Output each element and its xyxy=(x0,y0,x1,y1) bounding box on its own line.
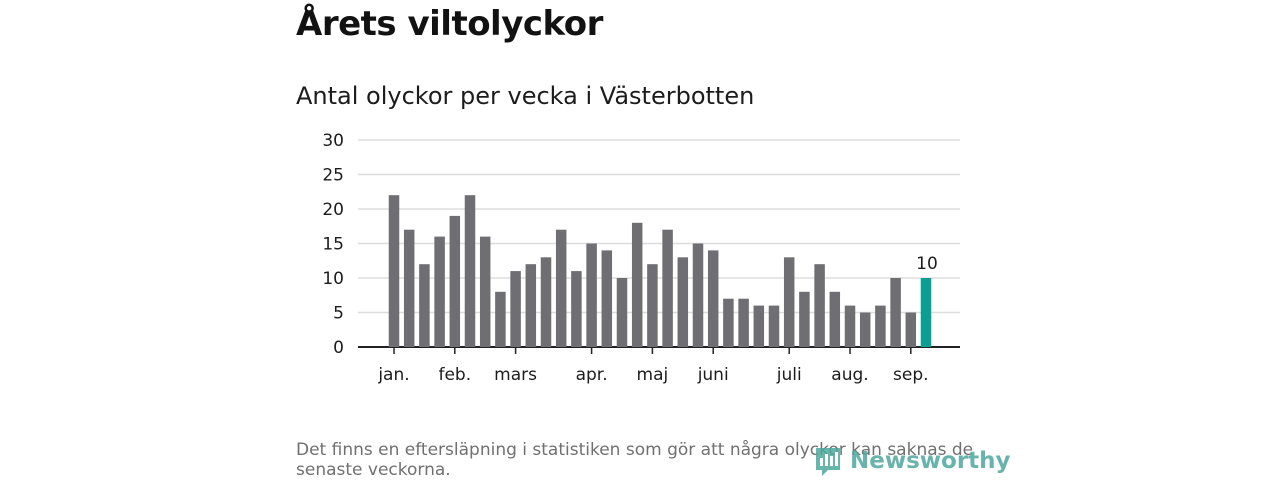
bar xyxy=(479,236,491,347)
bar xyxy=(662,229,673,347)
last-value-label: 10 xyxy=(916,254,938,274)
data-labels: 10 xyxy=(916,254,938,274)
bar xyxy=(783,257,795,347)
bar xyxy=(814,264,825,347)
y-tick-label: 25 xyxy=(322,166,344,186)
y-tick-label: 0 xyxy=(333,338,344,358)
x-tick-label: feb. xyxy=(438,365,471,385)
bar xyxy=(510,271,521,347)
x-tick-label: sep. xyxy=(893,365,929,385)
bar xyxy=(707,250,719,347)
x-axis-ticks: jan. feb. mars apr. maj juni juli aug. sep. xyxy=(377,347,929,385)
bar xyxy=(905,312,917,347)
x-tick-label: juli xyxy=(776,365,802,385)
bar xyxy=(859,312,871,347)
x-tick-label: maj xyxy=(637,365,669,385)
bar xyxy=(555,229,567,347)
newsworthy-logo: Newsworthy xyxy=(814,444,1011,478)
bar xyxy=(571,271,582,347)
bar xyxy=(844,305,856,347)
y-tick-label: 10 xyxy=(322,269,344,289)
page-title: Årets viltolyckor xyxy=(296,4,603,44)
bar xyxy=(890,278,901,347)
footnote: Det finns en eftersläpning i statistiken… xyxy=(296,440,974,480)
x-tick-label: juni xyxy=(697,365,729,385)
bar xyxy=(601,250,613,347)
bar xyxy=(616,278,628,347)
x-tick-label: apr. xyxy=(576,365,608,385)
bar xyxy=(403,229,415,347)
y-tick-label: 30 xyxy=(322,131,344,151)
bar xyxy=(768,305,780,347)
x-tick-label: jan. xyxy=(377,365,409,385)
bar xyxy=(875,305,886,347)
bar xyxy=(631,222,643,347)
bar xyxy=(419,264,430,347)
bar xyxy=(586,243,597,347)
y-tick-label: 20 xyxy=(322,200,344,220)
y-tick-label: 5 xyxy=(333,304,344,324)
bar xyxy=(388,195,400,347)
chart-subtitle: Antal olyckor per vecka i Västerbotten xyxy=(296,82,755,110)
bar xyxy=(692,243,704,347)
newsworthy-logo-icon xyxy=(816,448,840,476)
logo-text: Newsworthy xyxy=(850,448,1011,474)
bar xyxy=(434,236,445,347)
bar xyxy=(449,215,461,347)
bars xyxy=(388,195,932,347)
bar xyxy=(753,305,765,347)
x-tick-label: mars xyxy=(494,365,537,385)
bar xyxy=(829,291,841,347)
y-tick-label: 15 xyxy=(322,235,344,255)
bar xyxy=(540,257,552,347)
x-tick-label: aug. xyxy=(831,365,868,385)
bar xyxy=(920,278,932,347)
bar xyxy=(738,298,749,347)
bar xyxy=(525,264,537,347)
bar xyxy=(647,264,658,347)
bar xyxy=(799,291,810,347)
bar xyxy=(677,257,689,347)
bar xyxy=(464,195,476,347)
y-axis-ticks: 0 5 10 15 20 25 30 xyxy=(322,131,344,358)
bar xyxy=(495,291,506,347)
bar xyxy=(723,298,734,347)
